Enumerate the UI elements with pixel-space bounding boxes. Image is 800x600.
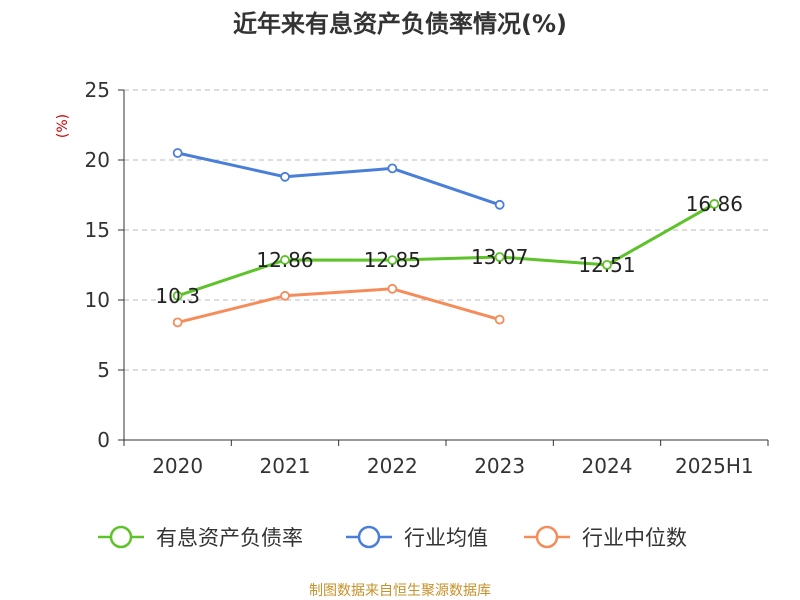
x-tick-label: 2023 — [474, 454, 525, 478]
data-point — [172, 290, 183, 301]
x-tick-label: 2024 — [582, 454, 633, 478]
data-point — [602, 259, 612, 270]
data-label: 12.86 — [256, 248, 313, 272]
y-tick-label: 20 — [85, 148, 110, 172]
data-point — [494, 252, 505, 262]
data-label: 10.3 — [155, 284, 200, 308]
axes — [118, 89, 769, 446]
data-point — [280, 171, 290, 182]
data-point — [709, 199, 720, 209]
data-label: 12.85 — [364, 248, 421, 272]
legend-label: 有息资产负债率 — [156, 526, 303, 550]
data-point — [387, 163, 398, 174]
data-point — [172, 317, 183, 328]
legend-marker — [535, 525, 559, 549]
y-tick-label: 5 — [97, 358, 110, 382]
legend-marker — [109, 525, 133, 549]
data-labels: 10.3 12.86 12.85 13.07 12.51 16.86 — [155, 192, 743, 308]
data-point — [387, 255, 398, 266]
data-label: 16.86 — [686, 192, 743, 216]
series-line — [177, 287, 501, 324]
x-tick-label: 2022 — [367, 454, 418, 478]
chart-title: 近年来有息资产负债率情况(%) — [233, 10, 567, 38]
y-tick-label: 0 — [97, 428, 110, 452]
x-axis-ticks: 2020 2021 2022 2023 2024 2025H1 — [152, 454, 753, 478]
data-point — [494, 199, 505, 210]
data-point — [280, 290, 290, 301]
legend-label: 行业中位数 — [582, 526, 687, 550]
data-point — [494, 314, 505, 325]
legend-marker — [357, 525, 381, 549]
data-point — [280, 255, 290, 265]
legend-label: 行业均值 — [404, 526, 488, 550]
series-line — [177, 202, 716, 298]
x-tick-label: 2025H1 — [675, 454, 754, 478]
x-tick-label: 2021 — [260, 454, 311, 478]
y-tick-label: 10 — [85, 288, 110, 312]
x-tick-label: 2020 — [152, 454, 203, 478]
data-label: 13.07 — [471, 245, 528, 269]
y-tick-label: 15 — [85, 218, 110, 242]
y-tick-label: 25 — [85, 78, 110, 102]
data-point — [387, 283, 398, 294]
data-label: 12.51 — [578, 253, 635, 277]
y-axis-ticks: 0 5 10 15 20 25 — [85, 78, 110, 452]
series-group — [172, 148, 720, 328]
data-point — [172, 148, 183, 158]
series-line — [177, 151, 501, 207]
y-axis-label: (%) — [55, 114, 71, 138]
legend: 有息资产负债率 行业均值 行业中位数 — [98, 525, 687, 550]
source-note: 制图数据来自恒生聚源数据库 — [309, 583, 491, 599]
